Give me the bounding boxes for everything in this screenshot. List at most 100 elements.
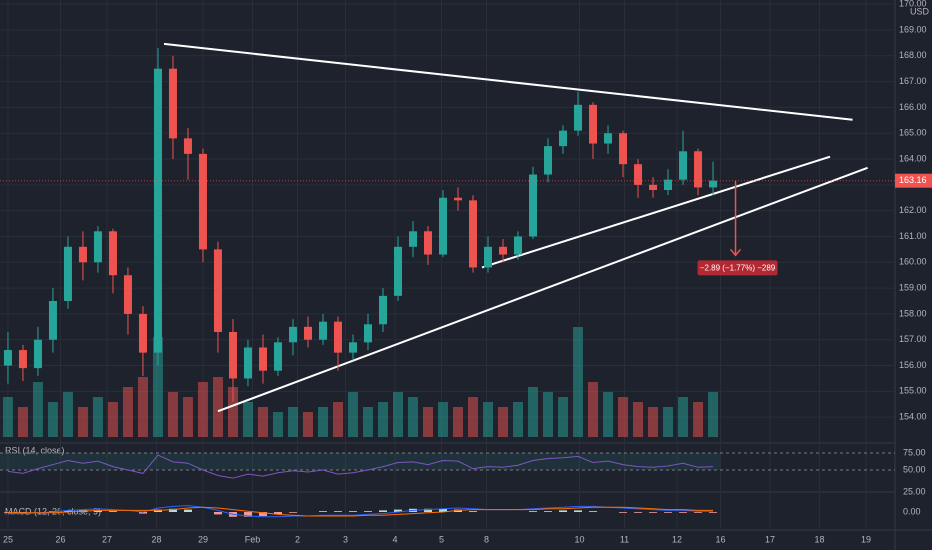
candle-body [619, 133, 628, 165]
candle-body [634, 164, 643, 185]
volume-bar [708, 392, 719, 437]
candle-body [604, 133, 613, 144]
macd-hist [679, 512, 688, 513]
volume-bar [663, 407, 674, 437]
candle-body [288, 326, 297, 343]
volume-bar [257, 407, 268, 437]
volume-bar [543, 392, 554, 437]
macd-hist [138, 512, 147, 514]
volume-bar [588, 382, 599, 437]
candle-body [709, 180, 718, 188]
volume-bar [317, 407, 328, 437]
macd-hist [243, 512, 252, 517]
candle-body [484, 246, 493, 268]
volume-bar [437, 402, 448, 437]
candle-body [258, 347, 267, 371]
candle-body [213, 249, 222, 332]
x-tick-label: 17 [765, 534, 775, 544]
candle-body [333, 321, 342, 353]
macd-hist [363, 511, 372, 512]
candle-body [273, 342, 282, 371]
volume-bar [633, 402, 644, 437]
volume-bar [92, 397, 103, 437]
volume-bar [137, 377, 148, 437]
x-tick-label: 19 [861, 534, 871, 544]
x-tick-label: 28 [151, 534, 161, 544]
rsi-tick-label: 75.00 [903, 447, 926, 457]
x-tick-label: 29 [198, 534, 208, 544]
candle-body [679, 151, 688, 180]
candle-body [243, 347, 252, 379]
macd-hist [619, 512, 628, 513]
candle-body [168, 68, 177, 139]
candle-body [138, 313, 147, 353]
macd-hist [529, 511, 538, 512]
macd-hist [649, 512, 658, 513]
volume-bar [678, 397, 689, 437]
candle-body [694, 151, 703, 188]
macd-hist [574, 510, 583, 512]
candle-body [48, 301, 57, 340]
x-tick-label: 26 [55, 534, 65, 544]
volume-bar [513, 402, 524, 437]
macd-hist [288, 512, 297, 513]
rsi-title: RSI (14, close) [5, 445, 65, 455]
x-tick-label: 18 [815, 534, 825, 544]
macd-hist [333, 511, 342, 512]
volume-bar [483, 402, 494, 437]
macd-hist [213, 512, 222, 515]
volume-bar [62, 392, 73, 437]
volume-bar [422, 407, 433, 437]
macd-hist [694, 512, 703, 513]
macd-hist [258, 512, 267, 516]
x-tick-label: 5 [439, 534, 444, 544]
y-tick-label: 155.00 [899, 386, 927, 396]
y-tick-label: 159.00 [899, 282, 927, 292]
candle-body [348, 342, 357, 353]
candle-body [78, 246, 87, 263]
candle-body [544, 146, 553, 175]
volume-bar [468, 397, 479, 437]
volume-bar [122, 387, 133, 437]
macd-hist [273, 512, 282, 515]
y-tick-label: 167.00 [899, 76, 927, 86]
last-price-label: 163.16 [899, 175, 927, 185]
candle-body [18, 350, 27, 369]
macd-hist [469, 511, 478, 512]
x-tick-label: 8 [484, 534, 489, 544]
y-tick-label: 156.00 [899, 360, 927, 370]
volume-bar [377, 402, 388, 437]
candle-body [303, 326, 312, 340]
candle-body [153, 68, 162, 353]
candle-body [123, 275, 132, 314]
candle-body [63, 246, 72, 302]
x-tick-label: 12 [672, 534, 682, 544]
candle-body [559, 130, 568, 147]
volume-bar [498, 407, 509, 437]
candle-body [454, 197, 463, 201]
volume-bar [618, 397, 629, 437]
x-tick-label: 25 [3, 534, 13, 544]
x-tick-label: 11 [620, 534, 629, 544]
macd-hist [438, 508, 447, 512]
volume-bar [287, 407, 298, 437]
candle-body [529, 174, 538, 237]
candle-body [363, 324, 372, 343]
y-tick-label: 161.00 [899, 231, 927, 241]
arrow-head [729, 248, 742, 257]
y-tick-label: 157.00 [899, 334, 927, 344]
macd-hist [378, 510, 387, 512]
volume-bar [528, 387, 539, 437]
macd-hist [318, 511, 327, 512]
macd-hist [348, 511, 357, 512]
macd-hist [634, 512, 643, 513]
macd-hist [93, 510, 102, 512]
candle-body [664, 179, 673, 191]
candle-body [514, 236, 523, 255]
trendline [481, 155, 831, 269]
macd-hist [423, 508, 432, 512]
volume-bar [272, 412, 283, 437]
candle-body [408, 231, 417, 247]
candle-body [228, 331, 237, 379]
candle-body [198, 153, 207, 250]
